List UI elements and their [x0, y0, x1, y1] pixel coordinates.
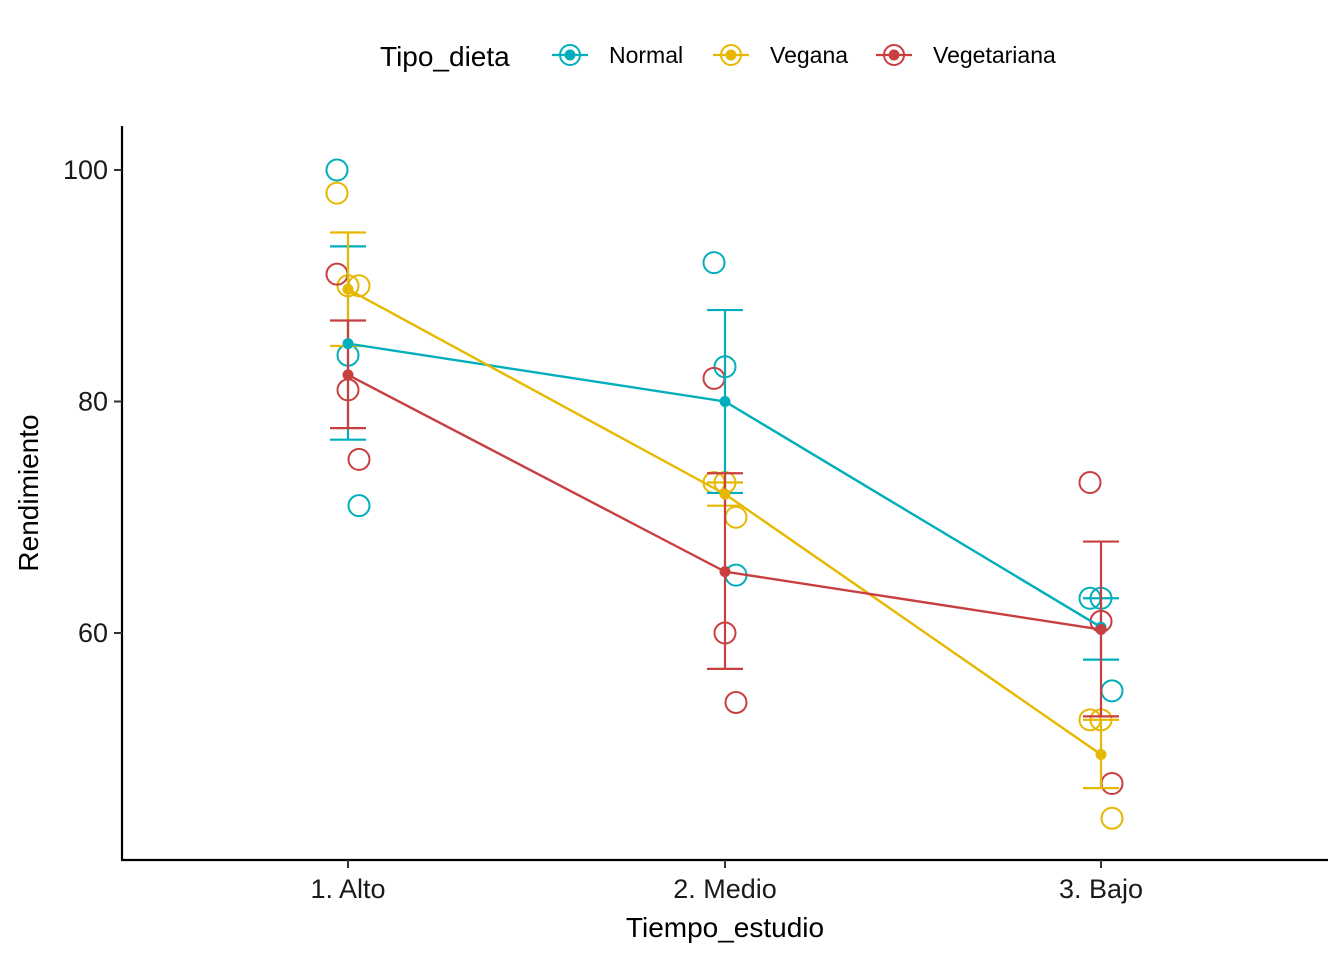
mean-point	[1095, 624, 1107, 636]
mean-point	[719, 488, 731, 500]
observation-point	[347, 447, 371, 471]
mean-point	[342, 283, 354, 295]
observation-point	[702, 251, 726, 275]
observation-point	[702, 366, 726, 390]
legend-label-normal: Normal	[609, 42, 683, 68]
legend-key-dot	[888, 49, 900, 61]
observation-point	[325, 262, 349, 286]
plot-area	[325, 158, 1124, 830]
y-tick-label: 60	[78, 618, 108, 648]
observation-point	[724, 505, 748, 529]
x-tick-label: 3. Bajo	[1059, 874, 1143, 904]
x-axis-title: Tiempo_estudio	[626, 912, 824, 943]
observation-point	[325, 181, 349, 205]
legend-key-dot	[725, 49, 737, 61]
observation-point	[347, 494, 371, 518]
legend-key-circle	[559, 44, 581, 66]
mean-point	[342, 369, 354, 381]
mean-point	[719, 396, 731, 407]
legend-key-circle	[883, 44, 905, 66]
observation-point	[1100, 771, 1124, 795]
observation-point	[1100, 806, 1124, 830]
y-tick-label: 80	[78, 387, 108, 417]
y-axis: 60 80 100	[63, 155, 122, 648]
legend-key-dot	[564, 49, 576, 61]
observation-point	[724, 690, 748, 714]
y-axis-title: Rendimiento	[13, 414, 44, 571]
y-tick-label: 100	[63, 155, 108, 185]
legend-key-circle	[720, 44, 742, 66]
observation-point	[1078, 471, 1102, 495]
mean-point	[1095, 749, 1107, 761]
legend-title: Tipo_dieta	[380, 41, 510, 72]
observation-point	[1100, 679, 1124, 703]
observation-point	[325, 158, 349, 182]
x-tick-label: 2. Medio	[673, 874, 777, 904]
legend-label-vegana: Vegana	[770, 42, 848, 68]
mean-point	[719, 566, 731, 578]
x-tick-label: 1. Alto	[310, 874, 385, 904]
legend: Tipo_dieta Normal Vegana Vegetariana	[380, 41, 1056, 72]
legend-label-vegetariana: Vegetariana	[933, 42, 1056, 68]
mean-point	[342, 338, 354, 350]
x-axis: 1. Alto 2. Medio 3. Bajo	[310, 860, 1143, 904]
